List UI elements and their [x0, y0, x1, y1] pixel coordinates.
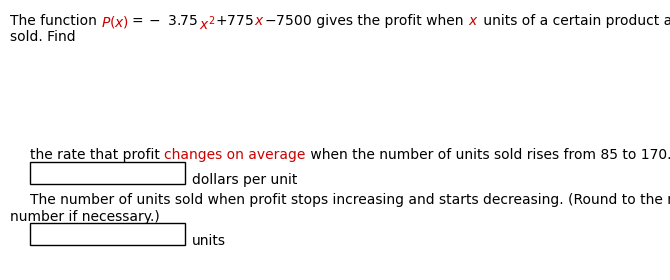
- Text: when the number of units sold rises from 85 to 170.: when the number of units sold rises from…: [306, 148, 670, 162]
- Text: changes on average: changes on average: [164, 148, 306, 162]
- Text: number if necessary.): number if necessary.): [10, 210, 159, 224]
- Text: $ - 7500$: $ - 7500$: [264, 14, 312, 28]
- Bar: [30, 223, 185, 245]
- Bar: [30, 162, 185, 184]
- Text: The number of units sold when profit stops increasing and starts decreasing. (Ro: The number of units sold when profit sto…: [30, 193, 670, 207]
- Text: units of a certain product are: units of a certain product are: [478, 14, 670, 28]
- Text: $ = -\ 3.75$: $ = -\ 3.75$: [129, 14, 198, 28]
- Text: sold. Find: sold. Find: [10, 30, 76, 44]
- Text: units: units: [192, 234, 226, 248]
- Text: the rate that profit: the rate that profit: [30, 148, 164, 162]
- Text: $P(x)$: $P(x)$: [101, 14, 129, 30]
- Text: $x$: $x$: [468, 14, 478, 28]
- Text: $x$: $x$: [253, 14, 264, 28]
- Text: $x^{2}$: $x^{2}$: [198, 14, 215, 32]
- Text: dollars per unit: dollars per unit: [192, 173, 297, 187]
- Text: $ + 775$: $ + 775$: [215, 14, 253, 28]
- Text: gives the profit when: gives the profit when: [312, 14, 468, 28]
- Text: The function: The function: [10, 14, 101, 28]
